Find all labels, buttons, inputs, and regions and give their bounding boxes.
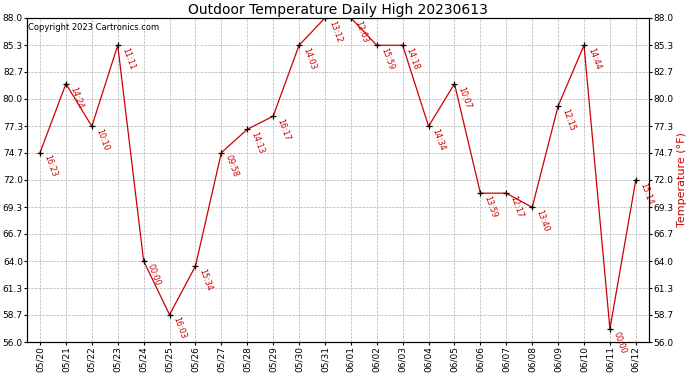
Y-axis label: Temperature (°F): Temperature (°F) xyxy=(677,133,687,227)
Text: 11:11: 11:11 xyxy=(120,46,136,71)
Text: 15:14: 15:14 xyxy=(638,182,654,206)
Text: 13:12: 13:12 xyxy=(327,20,344,44)
Text: 14:03: 14:03 xyxy=(301,46,317,71)
Text: 12:17: 12:17 xyxy=(509,195,524,219)
Text: 10:10: 10:10 xyxy=(94,128,110,152)
Title: Outdoor Temperature Daily High 20230613: Outdoor Temperature Daily High 20230613 xyxy=(188,3,488,17)
Text: 10:07: 10:07 xyxy=(457,85,473,109)
Text: 16:23: 16:23 xyxy=(42,154,59,178)
Text: 15:34: 15:34 xyxy=(197,267,214,292)
Text: 14:24: 14:24 xyxy=(68,85,84,109)
Text: 12:03: 12:03 xyxy=(353,20,369,44)
Text: 09:58: 09:58 xyxy=(224,154,239,178)
Text: 16:03: 16:03 xyxy=(172,316,188,340)
Text: 12:15: 12:15 xyxy=(560,108,576,132)
Text: Copyright 2023 Cartronics.com: Copyright 2023 Cartronics.com xyxy=(28,23,159,32)
Text: 14:34: 14:34 xyxy=(431,128,447,152)
Text: 00:00: 00:00 xyxy=(612,330,628,355)
Text: 14:18: 14:18 xyxy=(405,46,421,71)
Text: 00:00: 00:00 xyxy=(146,262,162,287)
Text: 13:40: 13:40 xyxy=(534,209,551,233)
Text: 14:13: 14:13 xyxy=(249,131,266,155)
Text: 14:44: 14:44 xyxy=(586,46,602,71)
Text: 16:17: 16:17 xyxy=(275,118,291,142)
Text: 13:59: 13:59 xyxy=(482,195,499,219)
Text: 15:59: 15:59 xyxy=(379,46,395,71)
